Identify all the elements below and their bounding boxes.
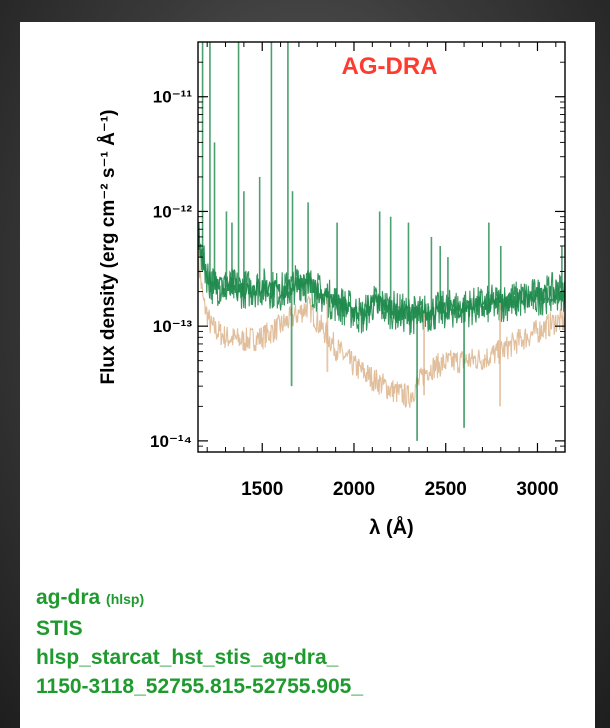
series-2-line (198, 250, 565, 408)
file-name-line-2: 1150-3118_52755.815-52755.905_ (36, 675, 363, 698)
target-tag: (hlsp) (106, 591, 145, 607)
instrument-name: STIS (36, 617, 83, 640)
series-group (198, 42, 565, 441)
x-tick-label-3: 3000 (516, 479, 558, 500)
plot-frame (197, 41, 566, 453)
series-1-line (198, 222, 565, 336)
y-axis-label: Flux density (erg cm⁻² s⁻¹ Å⁻¹) (98, 109, 119, 384)
x-tick-label-1: 2000 (333, 479, 375, 500)
y-tick-label-3: 10⁻¹⁴ (150, 432, 192, 451)
content-panel: 1500 2000 2500 3000 10⁻¹¹ 10⁻¹² 10⁻¹³ 10⁻¹⁴ AG-D… (20, 22, 595, 728)
target-name: ag-dra (36, 586, 101, 609)
chart-title: AG-DRA (342, 53, 438, 80)
y-tick-label-1: 10⁻¹² (153, 202, 193, 221)
spectrum-chart: 1500 2000 2500 3000 10⁻¹¹ 10⁻¹² 10⁻¹³ 10⁻¹⁴ AG-D… (98, 41, 566, 539)
file-name-line-1: hlsp_starcat_hst_stis_ag-dra_ (36, 646, 339, 669)
caption-block: ag-dra (hlsp) STIS hlsp_starcat_hst_stis… (36, 583, 596, 701)
y-tick-label-2: 10⁻¹³ (153, 317, 193, 336)
x-tick-label-0: 1500 (241, 479, 283, 500)
y-tick-label-0: 10⁻¹¹ (153, 88, 193, 107)
caption-name-line: ag-dra (hlsp) (36, 583, 596, 614)
x-axis-label: λ (Å) (369, 515, 413, 539)
x-tick-label-2: 2500 (425, 479, 467, 500)
